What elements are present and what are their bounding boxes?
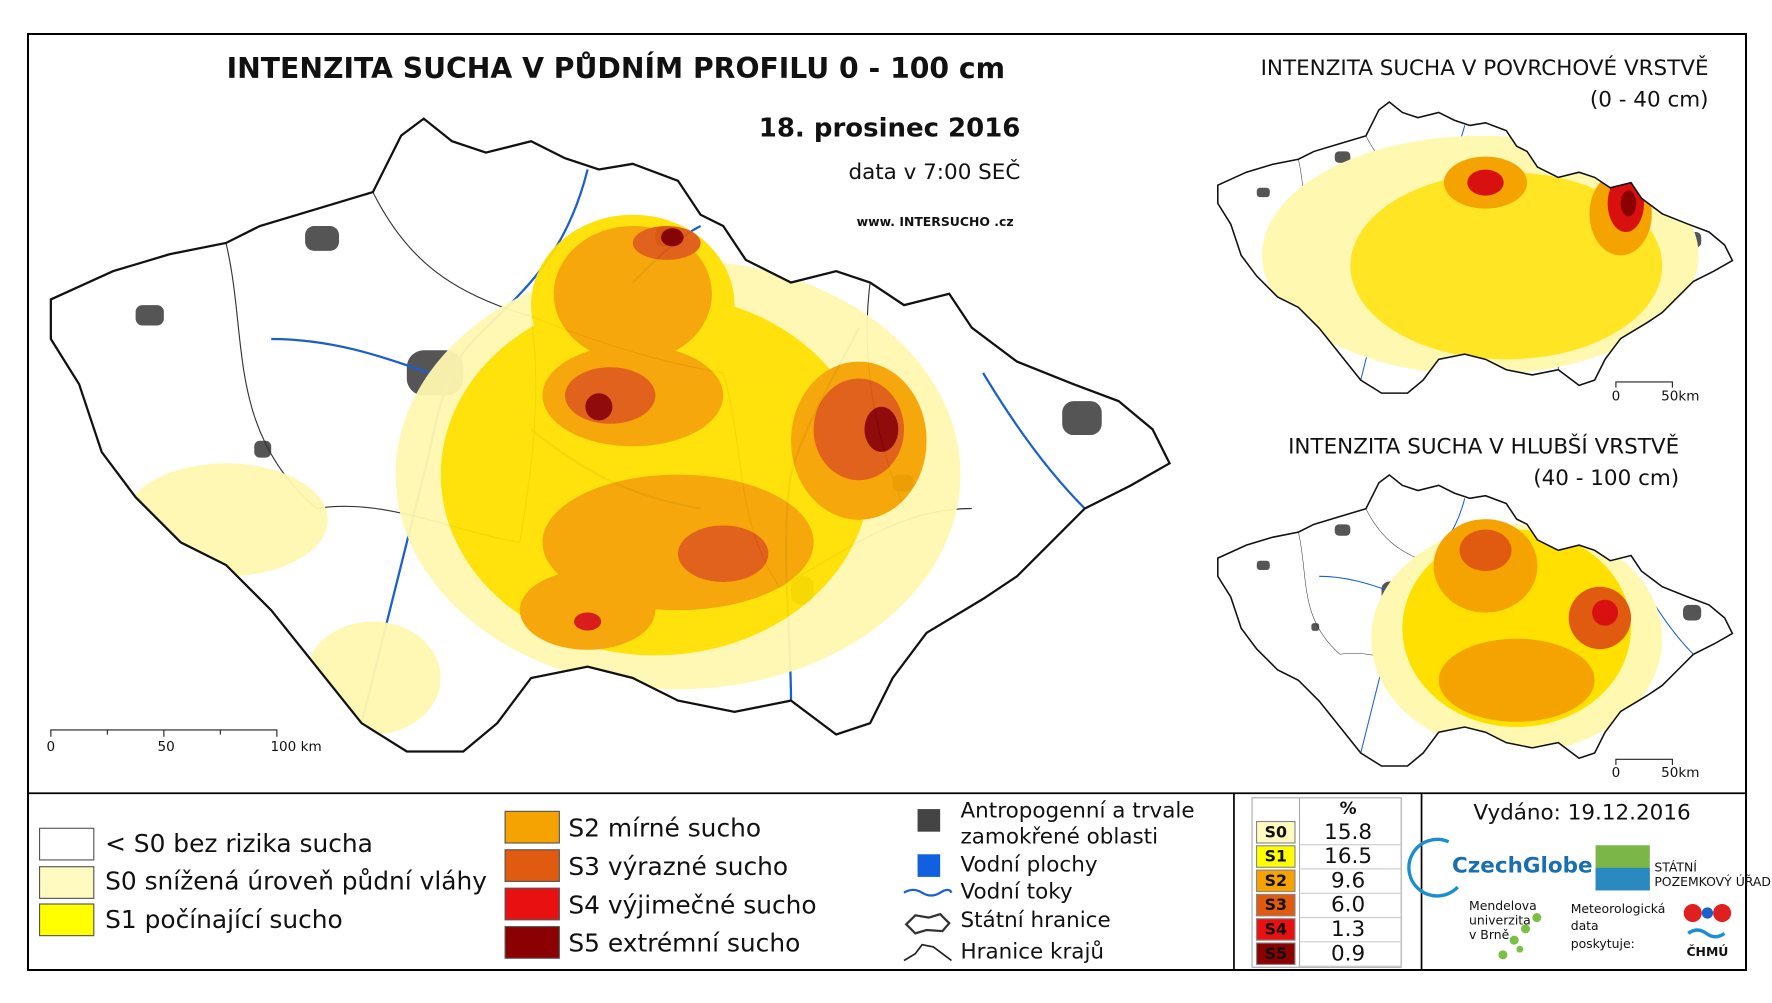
legend-label: S3 výrazné sucho	[568, 852, 788, 881]
class-percent: 1.3	[1331, 917, 1365, 942]
website: www. INTERSUCHO .cz	[857, 214, 1014, 229]
class-percent: 9.6	[1331, 868, 1365, 893]
inset-map-surface	[1217, 101, 1734, 394]
legend-label: S2 mírné sucho	[568, 813, 761, 842]
legend-label: < S0 bez rizika sucha	[105, 829, 373, 858]
logo-text: ČHMÚ	[1686, 944, 1728, 959]
legend-symbol-label: Hranice krajů	[961, 940, 1105, 965]
class-code: S3	[1265, 895, 1287, 914]
legend-symbol-label: Státní hranice	[961, 908, 1111, 933]
legend-symbols	[903, 809, 953, 962]
date: 18. prosinec 2016	[759, 113, 1021, 143]
legend-dividers	[28, 792, 1746, 970]
logo-text: Meteorologická	[1571, 901, 1666, 916]
legend-symbol-label: zamokřené oblasti	[961, 824, 1159, 849]
inset-subtitle: (40 - 100 cm)	[1533, 466, 1679, 491]
inset-title: INTENZITA SUCHA V POVRCHOVÉ VRSTVĚ	[1261, 55, 1709, 81]
scale-label: 50km	[1661, 765, 1699, 781]
logo-text: data	[1571, 918, 1599, 933]
legend-symbol-label: Vodní plochy	[961, 853, 1098, 878]
legend-label: S1 počínající sucho	[105, 905, 343, 934]
main-map	[49, 117, 1171, 753]
class-code: S0	[1265, 822, 1287, 841]
legend-label: S5 extrémní sucho	[568, 929, 800, 958]
class-code: S2	[1265, 871, 1287, 890]
inset-title: INTENZITA SUCHA V HLUBŠÍ VRSTVĚ	[1288, 433, 1679, 459]
legend-symbol-label: Antropogenní a trvale	[961, 798, 1195, 823]
scale-label: 50km	[1661, 389, 1699, 405]
legend-swatches	[38, 810, 560, 959]
table-header: %	[1340, 798, 1357, 818]
legend-label: S4 výjimečné sucho	[568, 890, 816, 919]
legend-symbol-label: Vodní toky	[961, 880, 1073, 905]
inset-map-deep	[1217, 474, 1734, 767]
inset-subtitle: (0 - 40 cm)	[1590, 88, 1709, 113]
class-swatch	[1255, 918, 1296, 941]
logo-text: STÁTNÍ	[1654, 859, 1697, 874]
class-swatch	[1255, 893, 1296, 917]
title: INTENZITA SUCHA V PŮDNÍM PROFILU 0 - 100…	[227, 51, 1005, 85]
class-swatch	[1255, 942, 1296, 966]
class-swatch	[1255, 820, 1296, 844]
class-percent: 16.5	[1324, 844, 1372, 869]
logo-text: univerzita	[1469, 912, 1531, 927]
logo-text: POZEMKOVÝ ÚŘAD	[1654, 874, 1771, 889]
legend-label: S0 snížená úroveň půdní vláhy	[105, 867, 487, 896]
logo-text: poskytuje:	[1571, 936, 1635, 951]
scale-label: 0	[47, 739, 56, 755]
stats-table: % S0 15.8 S1 16.5 S2 9.6 S3 6.0 S4 1.3 S5 0.9	[1251, 797, 1402, 968]
class-code: S5	[1265, 944, 1287, 963]
scale-bar	[50, 381, 1673, 766]
scale-label: 0	[1612, 389, 1621, 405]
class-swatch	[1255, 845, 1296, 868]
logo-text: v Brně	[1469, 927, 1509, 942]
logo-text: CzechGlobe	[1452, 854, 1592, 879]
class-code: S1	[1265, 847, 1287, 866]
class-percent: 0.9	[1331, 941, 1365, 966]
time-note: data v 7:00 SEČ	[848, 159, 1020, 185]
content: INTENZITA SUCHA V PŮDNÍM PROFILU 0 - 100…	[28, 51, 1771, 970]
class-percent: 15.8	[1324, 820, 1372, 845]
class-code: S4	[1265, 919, 1287, 938]
logos: CzechGlobe STÁTNÍ POZEMKOVÝ ÚŘAD Mendelo…	[1407, 837, 1771, 960]
scale-label: 100 km	[270, 739, 321, 755]
issued: Vydáno: 19.12.2016	[1473, 801, 1690, 826]
logo-text: Mendelova	[1469, 898, 1537, 913]
class-percent: 6.0	[1331, 893, 1365, 918]
scale-label: 50	[157, 739, 174, 755]
scale-label: 0	[1612, 765, 1621, 781]
class-swatch	[1255, 869, 1296, 893]
